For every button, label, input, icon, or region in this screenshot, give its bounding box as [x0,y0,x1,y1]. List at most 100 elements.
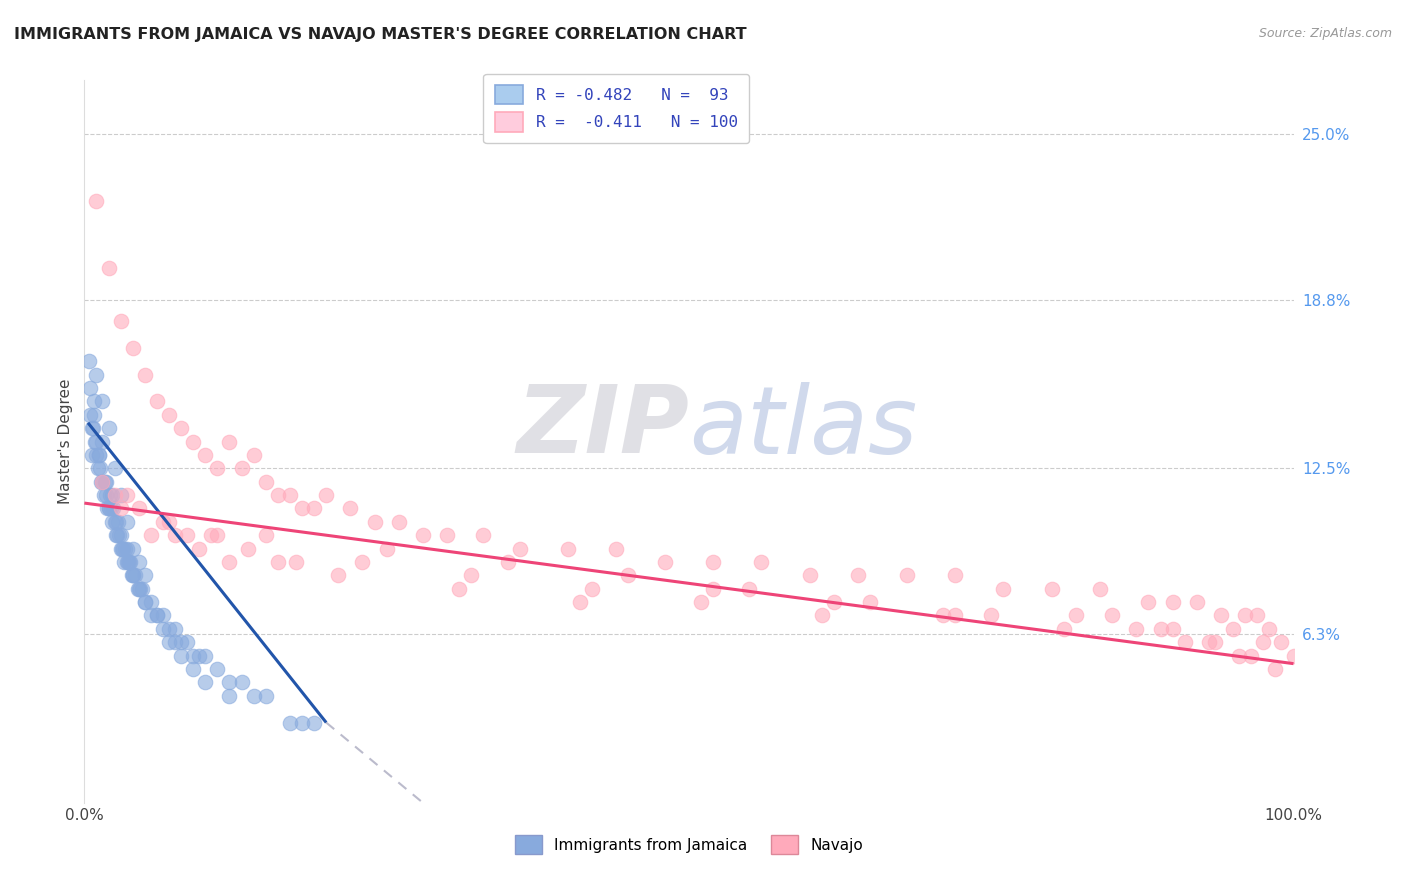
Point [114,541,136,556]
Point [1227,648,1250,663]
Point [97,421,120,435]
Point [1270,635,1292,649]
Point [1137,595,1160,609]
Point [278,488,301,502]
Point [823,595,845,609]
Point [80,421,103,435]
Point [1101,608,1123,623]
Point [80,448,103,462]
Point [79,381,101,395]
Point [1185,595,1208,609]
Point [112,541,135,556]
Point [1161,595,1184,609]
Point [388,515,411,529]
Point [375,541,398,556]
Point [129,582,152,596]
Point [165,622,187,636]
Point [231,461,253,475]
Point [207,528,229,542]
Point [181,434,204,449]
Text: atlas: atlas [689,382,917,473]
Point [231,675,253,690]
Point [93,488,115,502]
Point [352,555,374,569]
Point [218,689,240,703]
Point [943,608,966,623]
Point [121,568,143,582]
Point [87,448,110,462]
Point [157,408,180,422]
Point [110,501,132,516]
Point [101,488,124,502]
Point [176,635,198,649]
Point [77,354,100,368]
Point [115,555,138,569]
Point [1149,622,1171,636]
Point [90,475,112,489]
Point [105,528,128,542]
Point [128,582,150,596]
Point [207,461,229,475]
Point [846,568,869,582]
Point [242,689,264,703]
Point [83,408,105,422]
Point [103,501,125,516]
Point [1088,582,1111,596]
Point [134,368,156,382]
Point [146,394,169,409]
Point [146,608,169,623]
Point [1258,622,1281,636]
Point [1174,635,1197,649]
Point [617,568,640,582]
Point [859,595,882,609]
Point [157,622,180,636]
Point [194,448,217,462]
Point [328,568,350,582]
Text: Source: ZipAtlas.com: Source: ZipAtlas.com [1258,27,1392,40]
Point [79,408,101,422]
Point [302,715,325,730]
Point [188,648,211,663]
Point [1253,635,1275,649]
Point [363,515,385,529]
Point [117,555,139,569]
Point [112,555,135,569]
Point [751,555,773,569]
Point [127,582,149,596]
Point [107,515,129,529]
Point [121,568,143,582]
Point [128,501,150,516]
Point [82,421,104,435]
Text: IMMIGRANTS FROM JAMAICA VS NAVAJO MASTER'S DEGREE CORRELATION CHART: IMMIGRANTS FROM JAMAICA VS NAVAJO MASTER… [14,27,747,42]
Point [91,475,114,489]
Point [118,555,141,569]
Point [581,582,603,596]
Point [291,715,314,730]
Point [302,501,325,516]
Point [134,568,156,582]
Point [738,582,761,596]
Point [242,448,264,462]
Point [115,515,138,529]
Point [104,461,127,475]
Point [1240,648,1263,663]
Point [254,475,277,489]
Point [91,475,114,489]
Point [1198,635,1220,649]
Point [170,648,193,663]
Point [218,675,240,690]
Point [194,675,217,690]
Point [157,515,180,529]
Point [943,568,966,582]
Point [120,555,142,569]
Point [569,595,592,609]
Point [110,314,132,328]
Point [104,528,127,542]
Point [496,555,519,569]
Point [1234,608,1257,623]
Point [97,260,120,275]
Point [110,541,132,556]
Point [110,488,132,502]
Point [690,595,713,609]
Point [1204,635,1226,649]
